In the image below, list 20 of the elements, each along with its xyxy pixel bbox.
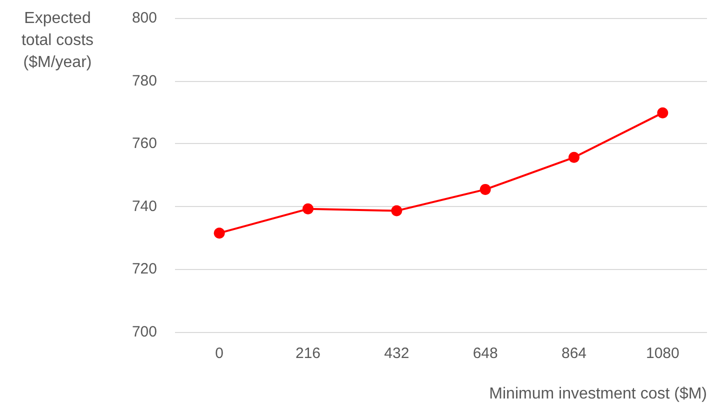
y-tick-label: 720 [132,260,157,278]
point [214,228,225,239]
x-tick-label: 0 [215,345,224,362]
y-tick-label: 780 [132,72,157,90]
point [302,203,314,214]
point [657,107,668,118]
y-tick-label: 760 [132,135,157,152]
point [391,205,402,216]
x-tick-label: 216 [295,345,321,362]
point [568,152,580,163]
x-tick-label: 864 [561,345,587,362]
y-tick-label: 740 [132,198,157,215]
point [480,184,491,195]
x-tick-label: 648 [472,345,498,362]
x-axis-title: Minimum investment cost ($M) [489,386,707,402]
y-axis-title: Expected total costs ($M/year) [20,9,95,73]
x-tick-label: 432 [384,345,410,362]
y-tick-label: 800 [132,10,157,26]
x-tick-label: 1080 [646,345,680,362]
y-tick-label: 700 [132,324,157,340]
